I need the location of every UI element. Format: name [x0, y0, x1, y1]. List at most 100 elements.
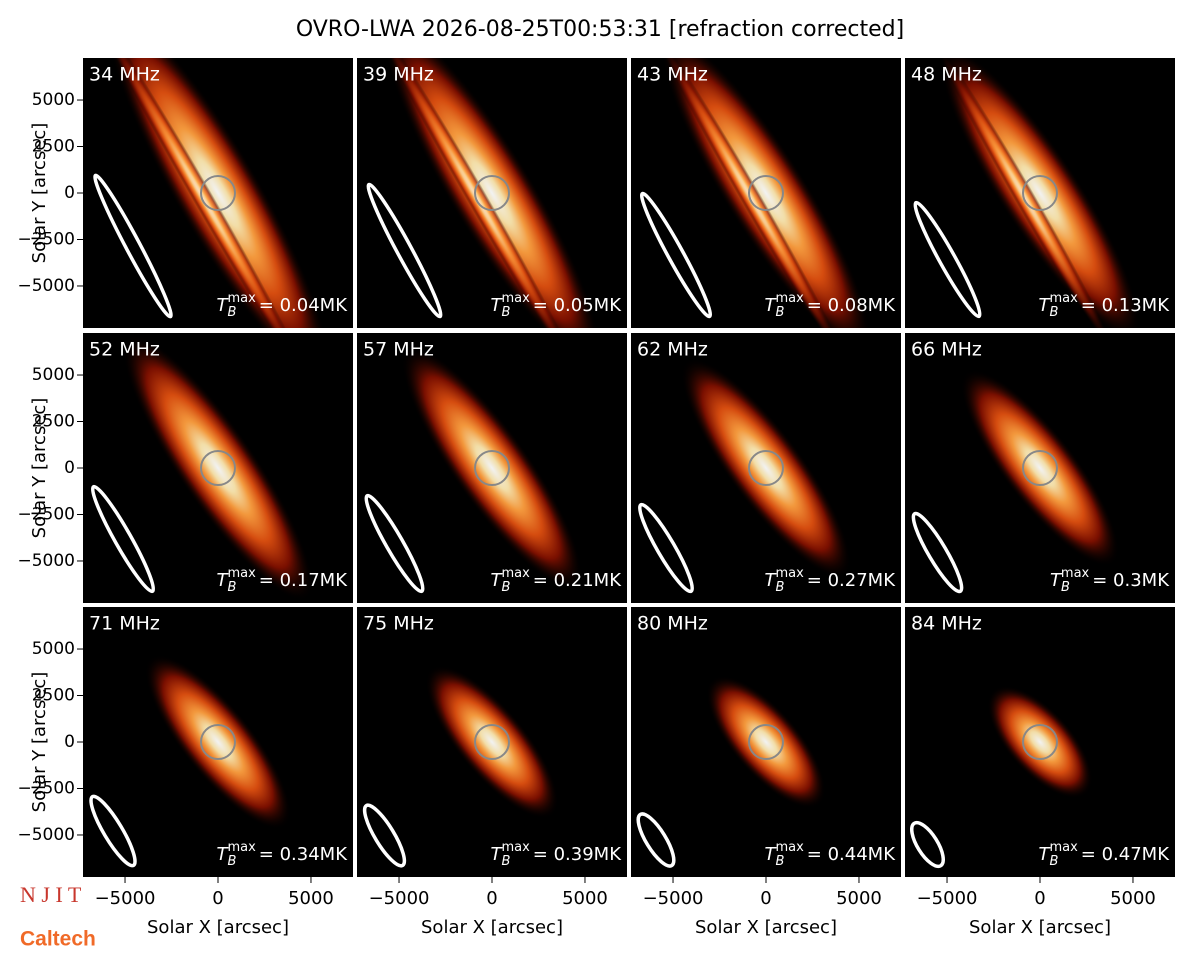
tb-symbol: T: [491, 295, 504, 316]
y-tick-label: −5000: [17, 551, 75, 571]
panel: [905, 607, 1175, 877]
tb-symbol: T: [765, 844, 778, 865]
solar-disk: [748, 450, 784, 486]
solar-disk: [1022, 175, 1058, 211]
panel: [631, 607, 901, 877]
x-tick-label: 0: [486, 888, 497, 909]
x-axis-label: Solar X [arcsec]: [147, 917, 289, 938]
y-tick-label: −2500: [17, 778, 75, 798]
emission: [425, 665, 559, 819]
tb-sup: max: [227, 840, 256, 855]
tb-sub: B: [502, 580, 511, 595]
figure-title: OVRO-LWA 2026-08-25T00:53:31 [refraction…: [296, 17, 904, 42]
tb-value: = 0.47MK: [1081, 844, 1170, 865]
tb-value: = 0.39MK: [533, 844, 622, 865]
tb-value: = 0.13MK: [1081, 295, 1170, 316]
y-axis-label: Solar Y [arcsec]: [29, 398, 50, 539]
y-tick-label: −2500: [17, 504, 75, 524]
panel: [905, 58, 1175, 328]
tb-max-label: TBmax = 0.44MK: [765, 840, 897, 869]
tb-sub: B: [776, 305, 785, 320]
panel: [631, 333, 901, 603]
frequency-label: 75 MHz: [363, 613, 434, 635]
tb-max-label: TBmax = 0.04MK: [217, 291, 349, 320]
tb-sub: B: [228, 580, 237, 595]
emission: [106, 58, 330, 328]
y-tick-label: 0: [64, 458, 75, 478]
y-tick-label: 5000: [32, 639, 75, 659]
beam: [638, 502, 694, 594]
solar-disk: [474, 450, 510, 486]
emission: [401, 346, 583, 590]
tb-value: = 0.27MK: [807, 570, 896, 591]
tb-sup: max: [227, 291, 256, 306]
y-tick-label: 0: [64, 183, 75, 203]
emission: [384, 58, 600, 328]
emission-streak: [377, 58, 577, 328]
tb-max-label: TBmax = 0.3MK: [1050, 566, 1170, 595]
x-tick-label: −5000: [95, 888, 156, 909]
frequency-label: 71 MHz: [89, 613, 160, 635]
y-tick-label: −5000: [17, 276, 75, 296]
tb-max-label: TBmax = 0.21MK: [491, 566, 623, 595]
emission: [706, 675, 826, 809]
tb-sub: B: [1061, 580, 1070, 595]
tb-sup: max: [1049, 291, 1078, 306]
tb-sub: B: [1050, 305, 1059, 320]
frequency-label: 80 MHz: [637, 613, 708, 635]
beam: [89, 794, 137, 868]
beam: [90, 484, 156, 594]
beam: [910, 820, 945, 869]
tb-value: = 0.34MK: [259, 844, 348, 865]
beam: [911, 511, 964, 594]
beam: [639, 191, 713, 319]
tb-value: = 0.3MK: [1092, 570, 1170, 591]
tb-symbol: T: [491, 844, 504, 865]
emission-streak: [938, 58, 1112, 328]
frequency-label: 43 MHz: [637, 64, 708, 86]
logo-caltech: Caltech: [20, 928, 96, 951]
frequency-label: 34 MHz: [89, 64, 160, 86]
tb-value: = 0.04MK: [259, 295, 348, 316]
beam: [364, 493, 425, 594]
x-tick-label: 5000: [1110, 888, 1156, 909]
tb-sub: B: [228, 305, 237, 320]
solar-disk: [200, 724, 236, 760]
solar-disk: [474, 724, 510, 760]
emission: [960, 369, 1120, 567]
y-tick-label: 5000: [32, 90, 75, 110]
tb-symbol: T: [1039, 295, 1052, 316]
panel: [631, 58, 901, 328]
x-tick-label: 5000: [836, 888, 882, 909]
solar-disk: [1022, 450, 1058, 486]
emission-streak: [658, 58, 844, 328]
x-axis-label: Solar X [arcsec]: [969, 917, 1111, 938]
tb-sub: B: [1050, 854, 1059, 869]
frequency-label: 39 MHz: [363, 64, 434, 86]
panel: [83, 58, 353, 328]
y-tick-label: 2500: [32, 137, 75, 157]
tb-sup: max: [501, 566, 530, 581]
tb-max-label: TBmax = 0.34MK: [217, 840, 349, 869]
tb-value: = 0.17MK: [259, 570, 348, 591]
beam: [93, 173, 173, 319]
tb-sub: B: [502, 854, 511, 869]
tb-sup: max: [1049, 840, 1078, 855]
y-tick-label: 5000: [32, 365, 75, 385]
x-tick-label: 0: [1034, 888, 1045, 909]
tb-sup: max: [1061, 566, 1090, 581]
tb-value: = 0.08MK: [807, 295, 896, 316]
tb-max-label: TBmax = 0.05MK: [491, 291, 623, 320]
tb-max-label: TBmax = 0.39MK: [491, 840, 623, 869]
solar-disk: [748, 724, 784, 760]
panel: [83, 333, 353, 603]
panel: [357, 58, 627, 328]
solar-disk: [474, 175, 510, 211]
tb-sub: B: [228, 854, 237, 869]
emission: [987, 685, 1093, 799]
y-axis-label: Solar Y [arcsec]: [29, 672, 50, 813]
emission: [661, 58, 871, 328]
tb-max-label: TBmax = 0.08MK: [765, 291, 897, 320]
frequency-label: 66 MHz: [911, 339, 982, 361]
solar-disk: [748, 175, 784, 211]
